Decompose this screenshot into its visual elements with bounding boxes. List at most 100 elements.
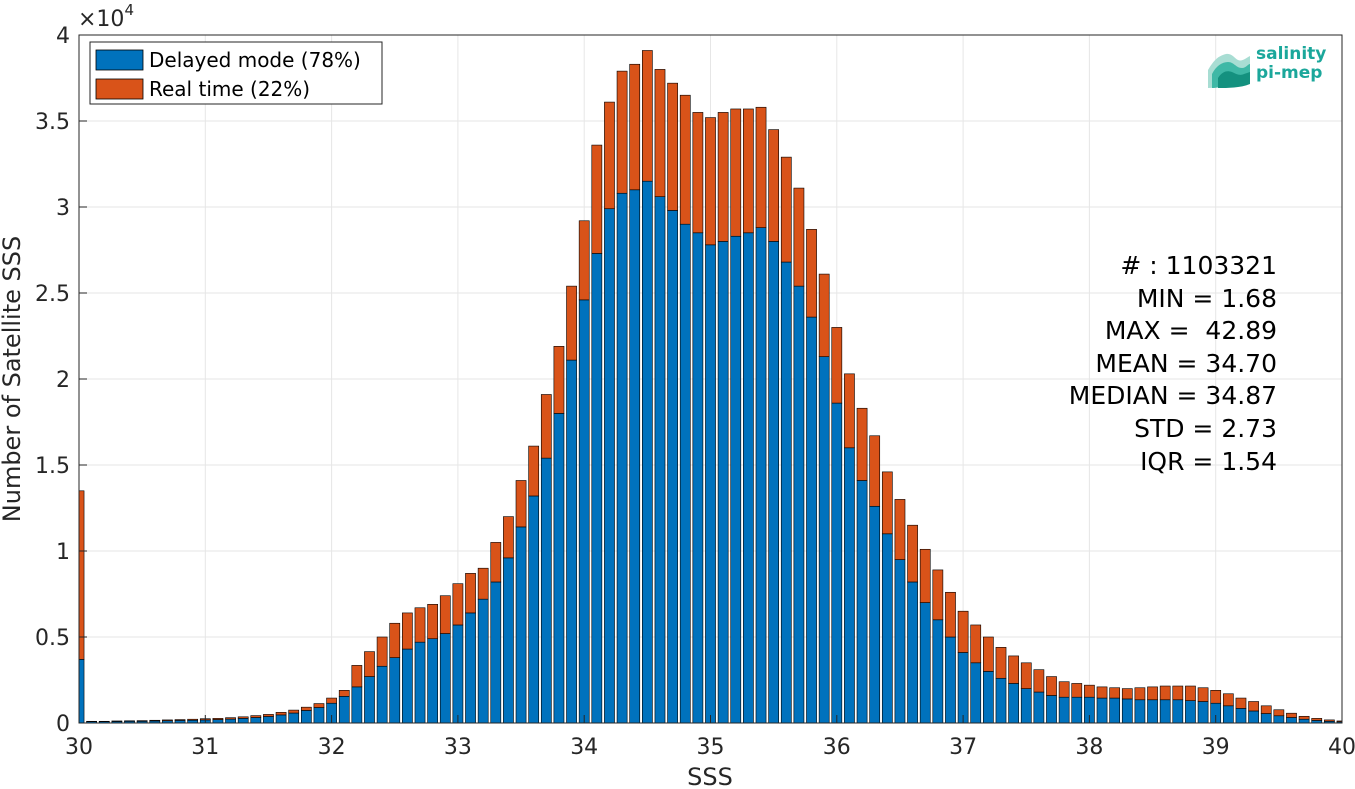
bar-delayed-mode bbox=[540, 457, 552, 724]
bars bbox=[78, 50, 1343, 724]
bar-real-time bbox=[389, 622, 401, 658]
y-tick-label: 2 bbox=[56, 368, 70, 393]
bar-real-time bbox=[1185, 685, 1196, 701]
bar-real-time bbox=[1324, 719, 1335, 722]
bar-delayed-mode bbox=[1008, 683, 1019, 724]
bar-real-time bbox=[818, 273, 830, 357]
bar-real-time bbox=[654, 69, 666, 197]
bar-delayed-mode bbox=[515, 526, 527, 724]
bar-real-time bbox=[894, 499, 906, 560]
stat-std: STD = 2.73 bbox=[1134, 413, 1277, 443]
logo-text: salinity pi-mep bbox=[1256, 45, 1326, 83]
bar-real-time bbox=[1172, 685, 1184, 701]
bar-real-time bbox=[869, 435, 881, 507]
bar-delayed-mode bbox=[313, 707, 325, 724]
bar-real-time bbox=[503, 516, 514, 559]
bar-real-time bbox=[945, 591, 956, 638]
stat-count: # : 1103321 bbox=[1120, 251, 1277, 280]
bar-real-time bbox=[1260, 705, 1272, 714]
bar-real-time bbox=[111, 720, 123, 722]
bar-delayed-mode bbox=[1298, 718, 1310, 724]
bar-real-time bbox=[679, 94, 691, 225]
bar-delayed-mode bbox=[717, 241, 729, 724]
bar-real-time bbox=[338, 690, 350, 697]
bar-real-time bbox=[983, 636, 994, 672]
bar-real-time bbox=[174, 719, 186, 721]
bar-delayed-mode bbox=[945, 636, 956, 724]
y-tick-label: 1.5 bbox=[35, 454, 70, 479]
bar-real-time bbox=[162, 719, 173, 722]
bar-delayed-mode bbox=[919, 602, 931, 724]
bar-real-time bbox=[364, 651, 375, 677]
x-tick-label: 31 bbox=[191, 735, 219, 760]
bar-delayed-mode bbox=[263, 716, 274, 724]
bar-delayed-mode bbox=[1020, 688, 1032, 724]
bar-real-time bbox=[136, 720, 148, 722]
x-tick-label: 30 bbox=[65, 735, 93, 760]
bar-real-time bbox=[515, 480, 527, 528]
bar-real-time bbox=[1197, 687, 1209, 702]
stat-mean: MEAN = 34.70 bbox=[1095, 348, 1277, 378]
bar-delayed-mode bbox=[1134, 699, 1146, 724]
bar-real-time bbox=[1336, 720, 1343, 723]
bar-real-time bbox=[1222, 693, 1234, 707]
bar-real-time bbox=[881, 471, 893, 535]
y-tick-label: 0.5 bbox=[35, 626, 70, 651]
bar-real-time bbox=[1109, 687, 1121, 699]
bar-real-time bbox=[1071, 683, 1083, 698]
bar-real-time bbox=[326, 697, 337, 704]
bar-real-time bbox=[1020, 662, 1032, 689]
bar-real-time bbox=[414, 607, 426, 643]
bar-delayed-mode bbox=[629, 189, 641, 724]
bar-real-time bbox=[604, 101, 615, 210]
bar-delayed-mode bbox=[894, 559, 906, 724]
bar-real-time bbox=[300, 706, 312, 711]
x-tick-label: 37 bbox=[949, 735, 977, 760]
bar-delayed-mode bbox=[250, 717, 262, 724]
bar-real-time bbox=[806, 229, 817, 318]
x-tick-label: 40 bbox=[1328, 735, 1355, 760]
bar-delayed-mode bbox=[389, 657, 401, 724]
bar-real-time bbox=[932, 569, 944, 621]
bar-delayed-mode bbox=[1172, 699, 1184, 724]
bar-real-time bbox=[439, 595, 451, 634]
bar-delayed-mode bbox=[818, 356, 830, 724]
bar-delayed-mode bbox=[705, 244, 716, 724]
logo-line-1: salinity bbox=[1256, 44, 1327, 64]
bar-real-time bbox=[1096, 686, 1108, 699]
bar-real-time bbox=[1286, 712, 1297, 718]
bar-real-time bbox=[275, 712, 287, 716]
bar-delayed-mode bbox=[427, 638, 438, 724]
bar-delayed-mode bbox=[957, 652, 969, 724]
bar-real-time bbox=[957, 610, 969, 653]
bar-delayed-mode bbox=[1222, 705, 1234, 724]
y-axis-label: Number of Satellite SSS bbox=[0, 236, 26, 522]
y-tick-label: 3.5 bbox=[35, 110, 70, 135]
bar-delayed-mode bbox=[237, 718, 249, 724]
bar-real-time bbox=[831, 327, 843, 404]
bar-real-time bbox=[844, 373, 855, 449]
bar-delayed-mode bbox=[490, 581, 502, 724]
bar-delayed-mode bbox=[654, 196, 666, 724]
bar-delayed-mode bbox=[1273, 715, 1285, 724]
bar-delayed-mode bbox=[465, 612, 476, 724]
stat-max: MAX = 42.89 bbox=[1104, 316, 1277, 346]
legend-swatch-real-time bbox=[95, 78, 144, 100]
bar-real-time bbox=[667, 82, 678, 211]
bar-real-time bbox=[692, 112, 704, 234]
bar-real-time bbox=[1033, 669, 1045, 693]
bar-delayed-mode bbox=[755, 227, 767, 724]
bar-delayed-mode bbox=[351, 686, 363, 724]
x-tick-label: 38 bbox=[1075, 735, 1103, 760]
bar-delayed-mode bbox=[881, 533, 893, 724]
legend-label-real-time: Real time (22%) bbox=[149, 77, 310, 101]
bar-real-time bbox=[743, 108, 754, 234]
bar-real-time bbox=[919, 548, 931, 603]
bar-real-time bbox=[212, 718, 224, 720]
bar-real-time bbox=[78, 490, 85, 660]
bar-real-time bbox=[1046, 676, 1057, 696]
bar-real-time bbox=[263, 714, 274, 717]
x-tick-label: 35 bbox=[697, 735, 725, 760]
bar-delayed-mode bbox=[452, 624, 464, 724]
